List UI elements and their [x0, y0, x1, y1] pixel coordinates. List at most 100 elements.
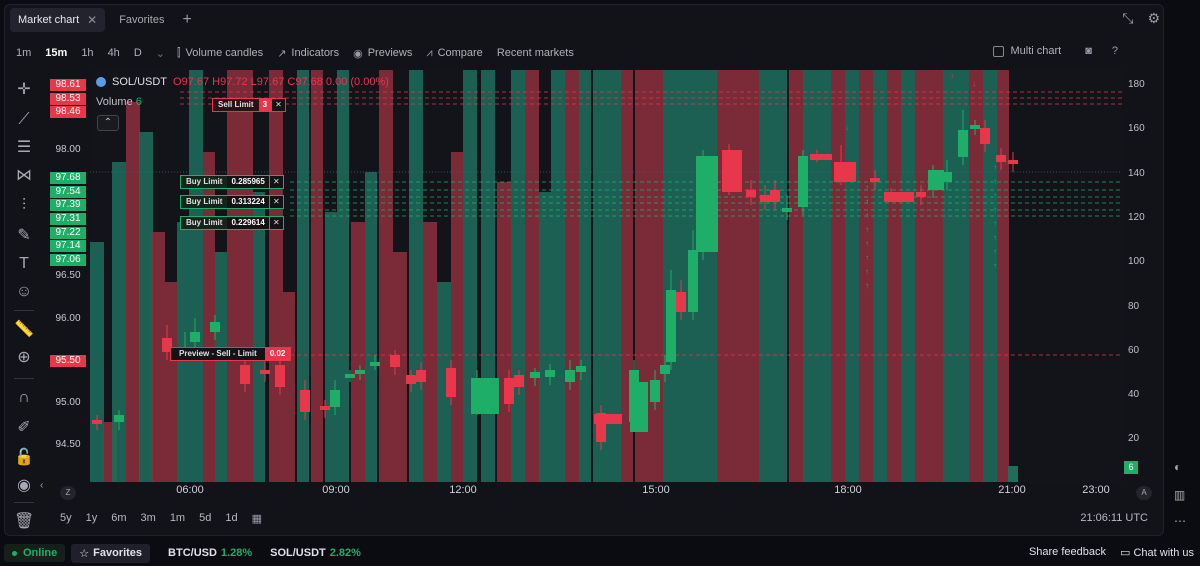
zoom-in-icon[interactable]: ⊕	[17, 349, 31, 366]
volume-bar	[325, 212, 337, 482]
calendar-icon[interactable]: ▦	[251, 513, 262, 525]
price-label: 95.50	[50, 355, 86, 367]
volume-bar	[677, 70, 691, 482]
online-label: Online	[23, 547, 58, 559]
volume-candles-button[interactable]: ⫿ Volume candles	[177, 47, 263, 60]
timeframe-1m[interactable]: 1m	[16, 47, 32, 59]
multi-chart-checkbox[interactable]	[993, 45, 1005, 57]
close-icon[interactable]: ✕	[268, 176, 283, 188]
volume-axis-label: 40	[1128, 389, 1140, 401]
recent-markets-button[interactable]: Recent markets	[497, 47, 574, 59]
chevron-down-icon[interactable]: ⌄	[155, 47, 165, 60]
horizontal-lines-icon[interactable]: ☰	[16, 139, 32, 156]
preview-order[interactable]: Preview - Sell - Limit 0.02	[170, 347, 292, 361]
candle-body	[782, 208, 792, 212]
candle-body	[162, 338, 172, 352]
range-3m[interactable]: 3m	[140, 512, 156, 524]
range-1y[interactable]: 1y	[85, 512, 98, 524]
more-icon[interactable]: ⋯	[1174, 514, 1186, 528]
help-icon[interactable]: ?	[1111, 45, 1118, 57]
eye-icon[interactable]: ◉	[17, 477, 31, 494]
price-label: 95.00	[55, 397, 81, 408]
range-6m[interactable]: 6m	[111, 512, 127, 524]
pattern-icon[interactable]: ⋈	[16, 167, 32, 184]
order-label: Preview - Sell - Limit	[179, 349, 257, 358]
candle-body	[355, 370, 365, 374]
candle-body	[942, 172, 952, 182]
buy-limit-order[interactable]: Buy Limit 0.313224 ✕	[180, 195, 284, 209]
price-label: 98.46	[50, 106, 86, 118]
crosshair-icon[interactable]: ✛	[17, 81, 31, 98]
volume-bar	[565, 70, 579, 482]
close-icon[interactable]: ✕	[268, 196, 283, 208]
trash-icon[interactable]: 🗑	[14, 513, 35, 530]
auto-scale-button[interactable]: A	[1136, 486, 1152, 500]
book-icon[interactable]: ▥	[1174, 488, 1186, 502]
candle-body	[210, 322, 220, 332]
collapse-icon[interactable]: ⤡	[1122, 10, 1134, 26]
timeframe-15m[interactable]: 15m	[45, 47, 68, 59]
close-icon[interactable]: ✕	[271, 99, 286, 111]
favorites-button[interactable]: ☆ Favorites	[71, 543, 151, 563]
timeframe-d[interactable]: D	[133, 47, 142, 59]
camera-icon[interactable]: ◙	[1085, 45, 1092, 57]
order-label: Buy Limit	[181, 176, 228, 188]
close-icon[interactable]: ✕	[87, 13, 98, 27]
price-label: 98.53	[50, 93, 86, 105]
text-icon[interactable]: T	[19, 255, 29, 272]
indicators-button[interactable]: ↗ Indicators	[277, 47, 339, 60]
collapse-legend-button[interactable]: ⌃	[97, 115, 119, 131]
ruler-icon[interactable]: 📏	[14, 321, 34, 338]
candlestick-chart[interactable]: ↑ ↑ ↑ ↑ ↑ ↑ ↑ ↑ ↑ ↑ ↑ ↑ ↑ ↑ ↑ ↑ ↓ ↓ ↓	[90, 70, 1122, 482]
volume-bar	[511, 70, 525, 482]
volume-bar	[463, 70, 477, 482]
time-label: 06:00	[176, 484, 204, 496]
buy-limit-order[interactable]: Buy Limit 0.285965 ✕	[180, 175, 284, 189]
brush-icon[interactable]: ✎	[17, 227, 31, 244]
emoji-icon[interactable]: ☺	[15, 283, 33, 300]
share-feedback-link[interactable]: Share feedback	[1028, 546, 1106, 558]
online-status[interactable]: Online	[4, 544, 66, 562]
candle-body	[594, 414, 622, 424]
compare-button[interactable]: ⩘ Compare	[426, 47, 482, 60]
range-5y[interactable]: 5y	[60, 512, 72, 524]
volume-bar	[1008, 466, 1018, 482]
zoom-reset-button[interactable]: Z	[60, 486, 76, 500]
chart-area[interactable]: ↑ ↑ ↑ ↑ ↑ ↑ ↑ ↑ ↑ ↑ ↑ ↑ ↑ ↑ ↑ ↑ ↓ ↓ ↓	[90, 70, 1122, 482]
previews-button[interactable]: ◉ Previews	[353, 47, 412, 60]
symbol-label[interactable]: SOL/USDT	[112, 76, 168, 88]
lock-icon[interactable]: 🔓	[14, 449, 34, 466]
theme-icon[interactable]: ◐	[1174, 460, 1182, 474]
ticker-sol[interactable]: SOL/USDT 2.82%	[270, 547, 361, 559]
volume-bar	[607, 70, 621, 482]
chat-label: Chat with us	[1133, 547, 1194, 559]
timeframe-1h[interactable]: 1h	[81, 47, 94, 59]
settings-icon[interactable]: ⚙	[1147, 10, 1160, 26]
close-icon[interactable]: ✕	[268, 217, 283, 229]
status-right: Share feedback ▭ Chat with us	[1029, 546, 1194, 559]
volume-bar	[337, 70, 349, 482]
expand-icon[interactable]: ‹	[40, 480, 44, 491]
range-5d[interactable]: 5d	[199, 512, 212, 524]
fib-icon[interactable]: ⫶	[21, 197, 26, 214]
buy-limit-order[interactable]: Buy Limit 0.229614 ✕	[180, 216, 284, 230]
pencil-lock-icon[interactable]: ✐	[17, 419, 31, 436]
magnet-icon[interactable]: ∩	[18, 389, 30, 406]
candle-body	[930, 170, 944, 190]
range-1d[interactable]: 1d	[225, 512, 238, 524]
ticker-btc[interactable]: BTC/USD 1.28%	[168, 547, 252, 559]
volume-bar	[901, 70, 915, 482]
volume-legend: Volume 6	[96, 96, 142, 108]
range-1m[interactable]: 1m	[169, 512, 186, 524]
sell-limit-order[interactable]: Sell Limit 3 ✕	[212, 98, 287, 112]
volume-bar	[126, 102, 140, 482]
tab-favorites[interactable]: Favorites	[111, 8, 172, 32]
multi-chart-toggle[interactable]: Multi chart ◙ ?	[993, 45, 1118, 57]
chat-button[interactable]: ▭ Chat with us	[1120, 546, 1194, 559]
add-tab-icon[interactable]: +	[182, 11, 192, 28]
candle-body	[834, 162, 856, 182]
tab-market-chart[interactable]: Market chart ✕	[10, 8, 106, 32]
timeframe-4h[interactable]: 4h	[107, 47, 120, 59]
trendline-icon[interactable]: ⟋	[18, 111, 30, 128]
candle-body	[504, 378, 514, 404]
